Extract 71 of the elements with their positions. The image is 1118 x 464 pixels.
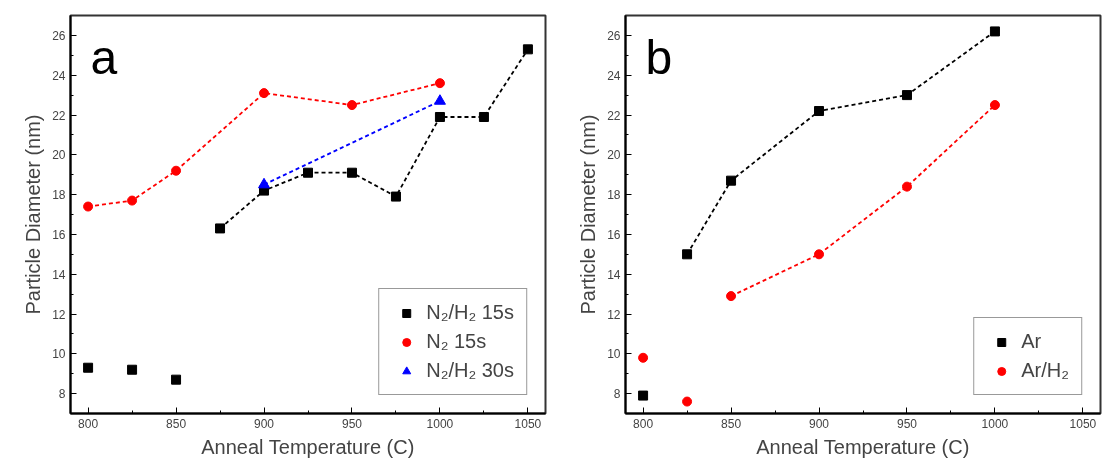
point	[127, 364, 138, 375]
annotation: b	[645, 30, 673, 84]
point	[390, 191, 401, 202]
point	[83, 362, 94, 373]
point	[726, 175, 737, 186]
y-tick-label: 16	[607, 227, 621, 242]
y-tick-label: 24	[607, 68, 621, 83]
point	[989, 26, 1000, 37]
y-tick-label: 14	[607, 267, 621, 282]
point	[901, 90, 912, 101]
legend-label: N₂/H₂ 15s	[426, 301, 514, 324]
point	[346, 167, 357, 178]
point	[638, 352, 649, 363]
y-tick-label: 12	[52, 307, 66, 322]
point	[522, 44, 533, 55]
x-tick-label: 950	[341, 416, 363, 431]
point	[814, 249, 825, 260]
point	[814, 106, 825, 117]
y-axis-title: Particle Diameter (nm)	[577, 114, 600, 315]
point	[989, 100, 1000, 111]
x-tick-label: 1050	[1069, 416, 1097, 431]
x-tick-label: 900	[809, 416, 830, 431]
y-axis-title: Particle Diameter (nm)	[22, 114, 45, 315]
x-tick-label: 1050	[514, 416, 542, 431]
legend-label: Ar	[1021, 330, 1042, 353]
y-tick-label: 16	[52, 227, 66, 242]
point	[682, 249, 693, 260]
y-tick-label: 8	[58, 387, 66, 402]
legend-label: N₂/H₂ 30s	[426, 359, 514, 382]
y-tick-label: 18	[607, 188, 621, 203]
annotation: a	[90, 30, 118, 84]
point	[346, 100, 357, 111]
point	[171, 374, 182, 385]
point	[901, 181, 912, 192]
point	[434, 78, 445, 89]
x-tick-label: 1000	[981, 416, 1009, 431]
y-tick-label: 22	[52, 108, 66, 123]
y-tick-label: 8	[613, 387, 621, 402]
y-tick-label: 24	[52, 68, 66, 83]
y-tick-label: 14	[52, 267, 66, 282]
x-tick-label: 1000	[426, 416, 454, 431]
point	[478, 111, 489, 122]
point	[83, 201, 94, 212]
point	[638, 390, 649, 401]
x-tick-label: 950	[896, 416, 918, 431]
point	[303, 167, 313, 178]
x-tick-label: 900	[254, 416, 275, 431]
x-tick-label: 800	[633, 416, 654, 431]
point	[726, 291, 737, 302]
point	[682, 396, 693, 407]
y-tick-label: 22	[607, 108, 621, 123]
point	[127, 195, 138, 206]
x-tick-label: 800	[78, 416, 99, 431]
y-tick-label: 20	[607, 148, 621, 163]
y-tick-label: 18	[52, 188, 66, 203]
legend-label: N₂ 15s	[426, 330, 487, 353]
x-tick-label: 850	[721, 416, 742, 431]
y-tick-label: 26	[52, 28, 66, 43]
point	[171, 165, 182, 176]
y-tick-label: 10	[607, 347, 621, 362]
legend-label: Ar/H₂	[1021, 359, 1069, 382]
point	[259, 88, 270, 99]
x-axis-title: Anneal Temperature (C)	[756, 435, 970, 458]
x-tick-label: 850	[166, 416, 187, 431]
y-tick-label: 20	[52, 148, 66, 163]
y-tick-label: 26	[607, 28, 621, 43]
point	[215, 223, 226, 234]
y-tick-label: 10	[52, 347, 66, 362]
y-tick-label: 12	[607, 307, 621, 322]
point	[434, 111, 445, 122]
x-axis-title: Anneal Temperature (C)	[201, 435, 415, 458]
